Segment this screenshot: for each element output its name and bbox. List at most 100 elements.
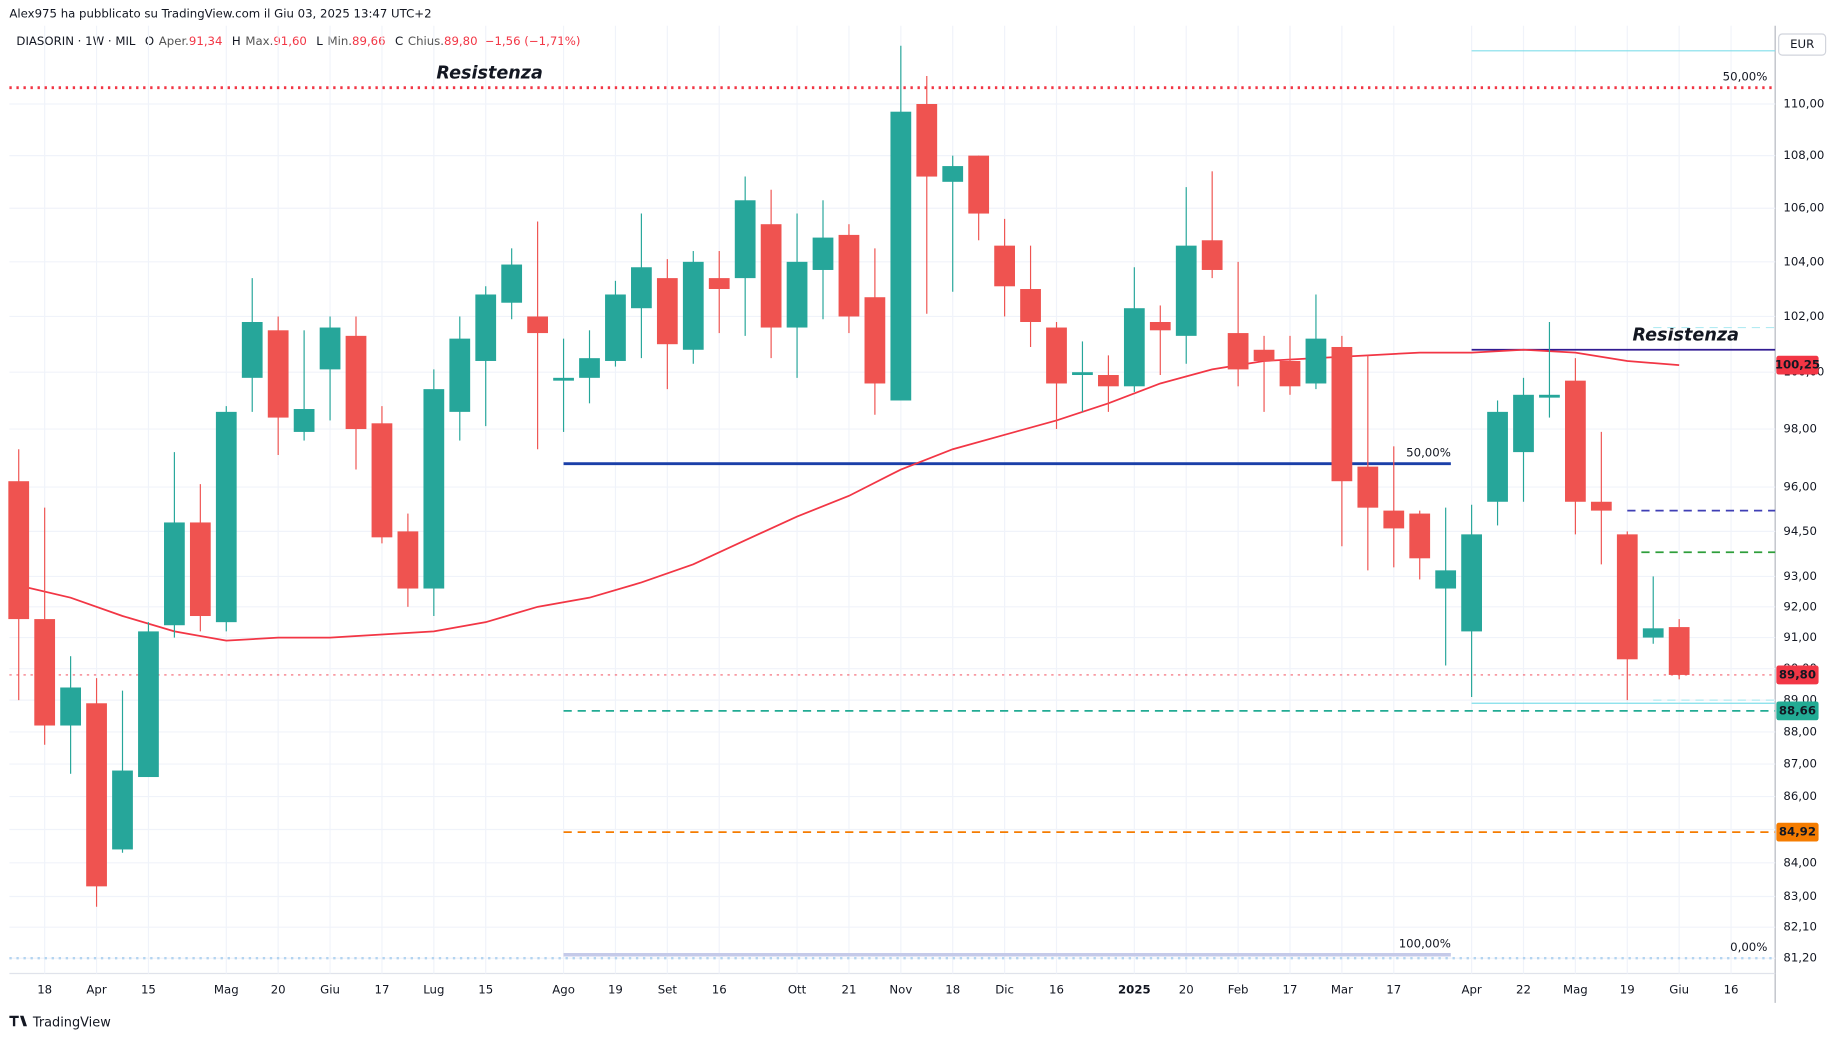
x-tick-label: 18 xyxy=(945,982,960,996)
candle-body xyxy=(579,358,600,378)
candle-body xyxy=(942,166,964,182)
ohlc-name: Min. xyxy=(328,34,353,48)
price-tag xyxy=(1776,355,1819,375)
candle-body xyxy=(1020,289,1041,322)
level-label: 0,00% xyxy=(1730,940,1767,954)
x-tick-label: Giu xyxy=(1669,982,1689,996)
y-tick-label: 82,10 xyxy=(1783,920,1817,934)
price-tag xyxy=(1776,665,1819,685)
candle-body xyxy=(916,104,938,177)
x-tick-label: 16 xyxy=(712,982,727,996)
ohlc-key: H xyxy=(232,34,241,48)
candle-body xyxy=(1201,240,1223,270)
candle-body xyxy=(60,687,81,726)
level-label: 50,00% xyxy=(1723,70,1768,84)
y-tick-label: 86,00 xyxy=(1783,789,1817,803)
candle-body xyxy=(1357,466,1379,508)
x-tick-label: Ago xyxy=(552,982,575,996)
candle-body xyxy=(138,631,159,778)
change: −1,56 (−1,71%) xyxy=(485,34,581,48)
candle-body xyxy=(760,224,782,328)
candle-body xyxy=(1279,360,1301,387)
ohlc-value: 89,80 xyxy=(444,34,478,48)
x-tick-label: Mag xyxy=(1563,982,1588,996)
candle-body xyxy=(34,619,56,726)
x-tick-label: 21 xyxy=(841,982,856,996)
x-tick-label: Mar xyxy=(1331,982,1353,996)
candle-body xyxy=(890,111,912,401)
candle-body xyxy=(501,264,523,303)
x-tick-label: 16 xyxy=(1049,982,1064,996)
x-tick-label: 19 xyxy=(1620,982,1635,996)
brand: TradingView xyxy=(32,1015,111,1030)
price-tag xyxy=(1776,822,1819,842)
x-tick-label: Apr xyxy=(1461,982,1481,996)
candle-body xyxy=(1227,333,1249,370)
candle-body xyxy=(1539,394,1560,398)
y-tick-label: 84,00 xyxy=(1783,855,1817,869)
currency: EUR xyxy=(1790,37,1814,51)
y-tick-label: 87,00 xyxy=(1783,757,1817,771)
candle-body xyxy=(631,267,652,309)
x-tick-label: 15 xyxy=(478,982,493,996)
candle-body xyxy=(1461,534,1482,632)
x-tick-label: Dic xyxy=(995,982,1014,996)
x-tick-label: 22 xyxy=(1516,982,1531,996)
x-tick-label: 16 xyxy=(1724,982,1739,996)
x-tick-label: 15 xyxy=(141,982,156,996)
candle-body xyxy=(553,377,574,381)
candle-body xyxy=(164,522,185,626)
candle-body xyxy=(994,245,1015,287)
candle-body xyxy=(1098,375,1119,387)
x-tick-label: Set xyxy=(658,982,678,996)
candle-body xyxy=(293,409,315,432)
x-tick-label: Lug xyxy=(423,982,444,996)
x-tick-label: 17 xyxy=(1386,982,1401,996)
candle-body xyxy=(838,234,860,317)
y-tick-label: 104,00 xyxy=(1783,254,1824,268)
candle-body xyxy=(1331,346,1353,482)
candle-body xyxy=(1565,380,1586,502)
y-tick-label: 106,00 xyxy=(1783,201,1824,215)
header-title: Alex975 ha pubblicato su TradingView.com… xyxy=(9,7,431,21)
y-tick-label: 91,00 xyxy=(1783,630,1817,644)
y-tick-label: 98,00 xyxy=(1783,422,1817,436)
candle-body xyxy=(812,237,834,270)
x-tick-label: 17 xyxy=(374,982,389,996)
candle-body xyxy=(1668,627,1690,675)
candle-body xyxy=(1616,534,1638,660)
symbol: DIASORIN · 1W · MIL xyxy=(16,34,136,48)
ohlc-name: Chius. xyxy=(408,34,444,48)
y-tick-label: 93,00 xyxy=(1783,569,1817,583)
x-tick-label: 20 xyxy=(1179,982,1194,996)
y-tick-label: 108,00 xyxy=(1783,148,1824,162)
candle-body xyxy=(1435,570,1457,589)
price-tag-label: 88,66 xyxy=(1779,703,1816,717)
ohlc-name: Max. xyxy=(245,34,273,48)
candle-body xyxy=(864,297,886,384)
ohlc-name: Aper. xyxy=(159,34,189,48)
candle-body xyxy=(1642,628,1664,638)
y-tick-label: 96,00 xyxy=(1783,480,1817,494)
price-tag-label: 84,92 xyxy=(1779,825,1816,839)
x-tick-label: Giu xyxy=(320,982,340,996)
candle-body xyxy=(527,316,548,334)
ohlc-key: L xyxy=(316,34,323,48)
legend: DIASORIN · 1W · MIL O Aper.91,34 H Max.91,60… xyxy=(16,34,580,48)
candle-body xyxy=(86,703,107,887)
logo xyxy=(9,1015,27,1027)
candle-body xyxy=(656,278,678,345)
ohlc-value: 91,34 xyxy=(189,34,223,48)
y-tick-label: 102,00 xyxy=(1783,309,1824,323)
candle-body xyxy=(319,327,341,370)
level-label: 50,00% xyxy=(1406,446,1451,460)
candle-body xyxy=(112,770,133,850)
ohlc-value: 89,66 xyxy=(352,34,386,48)
y-tick-label: 88,00 xyxy=(1783,724,1817,738)
candle-body xyxy=(215,411,237,623)
candle-body xyxy=(1409,513,1431,559)
candle-body xyxy=(1149,321,1171,331)
x-tick-label: 19 xyxy=(608,982,623,996)
candle-body xyxy=(968,155,990,214)
